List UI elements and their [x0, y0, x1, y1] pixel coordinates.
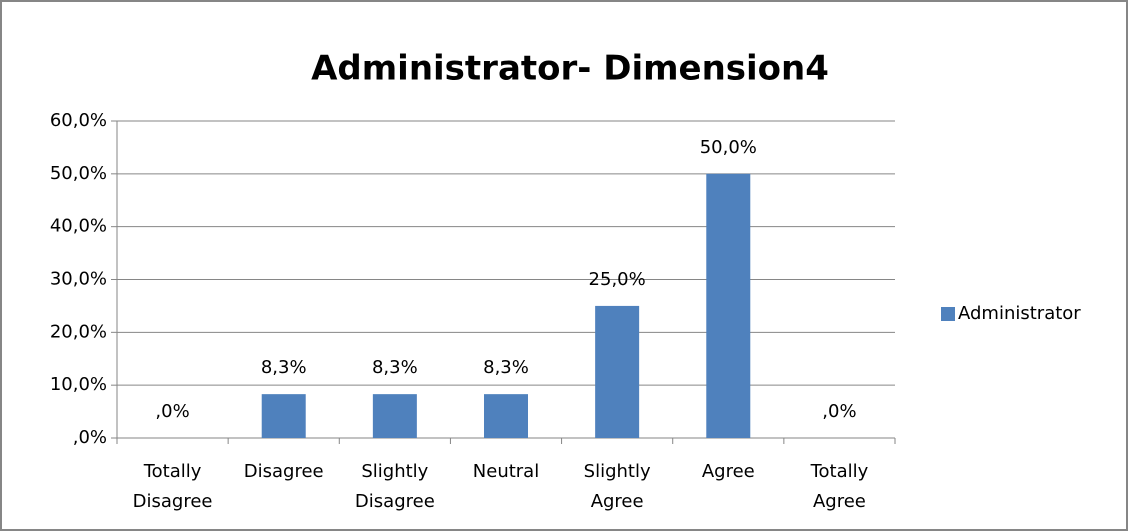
bar	[484, 394, 528, 438]
x-tick-label-line: Agree	[591, 491, 644, 512]
data-label: ,0%	[822, 401, 856, 422]
x-tick-label-line: Agree	[813, 491, 866, 512]
bar	[372, 394, 417, 438]
data-label: ,0%	[155, 401, 189, 422]
x-tick-label-line: Disagree	[355, 491, 435, 512]
x-tick-label: Slightly Agree	[584, 461, 651, 512]
x-tick-label-line: Totally	[810, 461, 869, 482]
y-tick-label: 10,0%	[50, 374, 107, 395]
y-tick-label: 40,0%	[50, 216, 107, 237]
data-label: 8,3%	[372, 357, 418, 378]
chart-title: Administrator- Dimension4	[311, 49, 829, 89]
y-tick-label: 60,0%	[50, 110, 107, 131]
bar	[261, 394, 306, 438]
x-tick-label: Disagree	[244, 461, 324, 482]
x-tick-label-line: Slightly	[584, 461, 651, 482]
x-tick-label: Totally Disagree	[133, 461, 213, 512]
data-label: 25,0%	[589, 269, 646, 290]
x-tick-label: Totally Agree	[810, 461, 869, 512]
y-tick-label: 50,0%	[50, 163, 107, 184]
y-tick-label: 20,0%	[50, 321, 107, 342]
x-tick-label-line: Slightly	[361, 461, 428, 482]
x-tick-label-line: Totally	[143, 461, 202, 482]
y-tick-label: 30,0%	[50, 269, 107, 290]
legend-swatch	[941, 307, 955, 321]
data-label: 50,0%	[700, 137, 757, 158]
data-label: 8,3%	[261, 357, 307, 378]
x-tick-label-line: Disagree	[133, 491, 213, 512]
bar	[706, 173, 751, 439]
x-tick-label: Neutral	[473, 461, 539, 482]
data-label: 8,3%	[483, 357, 529, 378]
bar	[595, 305, 640, 438]
x-tick-label: Slightly Disagree	[355, 461, 435, 512]
legend-label: Administrator	[958, 303, 1081, 324]
y-tick-label: ,0%	[73, 427, 107, 448]
x-tick-label: Agree	[702, 461, 755, 482]
